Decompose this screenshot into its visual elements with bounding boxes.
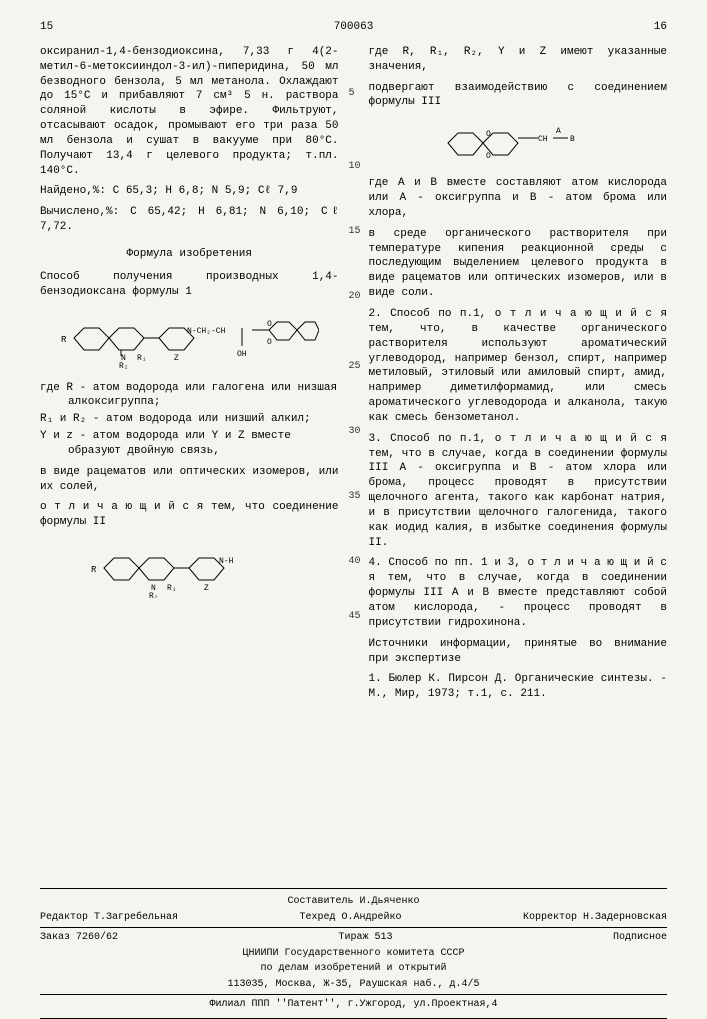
signed: Подписное: [613, 931, 667, 945]
org-name: ЦНИИПИ Государственного комитета СССР: [40, 947, 667, 961]
page-num-right: 16: [654, 20, 667, 35]
org-address: 113035, Москва, Ж-35, Раушская наб., д.4…: [40, 978, 667, 992]
svg-text:CH: CH: [538, 135, 548, 144]
svg-text:R: R: [61, 335, 67, 345]
chemical-structure-2: R N R₂ R₁ N-H Z: [40, 538, 339, 598]
where-r-def: где R, R₁, R₂, Y и Z имеют указанные зна…: [369, 45, 668, 75]
def-r1r2: R₁ и R₂ - атом водорода или низший алкил…: [68, 412, 339, 427]
claim-2: 2. Способ по п.1, о т л и ч а ю щ и й с …: [369, 307, 668, 426]
svg-text:R₂: R₂: [149, 592, 159, 598]
formula-title: Формула изобретения: [40, 247, 339, 262]
def-r: где R - атом водорода или галогена или н…: [68, 381, 339, 411]
doc-number: 700063: [334, 20, 374, 35]
branch-address: Филиал ППП ''Патент'', г.Ужгород, ул.Про…: [40, 998, 667, 1012]
page-num-left: 15: [40, 20, 53, 35]
chemical-structure-3: O O CH A B: [369, 118, 668, 168]
svg-text:OH: OH: [237, 350, 247, 359]
two-column-layout: оксиранил-1,4-бензодиоксина, 7,33 г 4(2-…: [40, 45, 667, 708]
corrector-credit: Корректор Н.Задерновская: [523, 911, 667, 925]
svg-text:Z: Z: [174, 354, 179, 363]
sources-title: Источники информации, принятые во вниман…: [369, 637, 668, 667]
chemical-structure-1: R N R₂ R₁ N-CH₂-CH Z OH O O: [40, 308, 339, 373]
page-header: 15 700063 16: [40, 20, 667, 35]
substituent-definitions: где R - атом водорода или галогена или н…: [40, 381, 339, 459]
editor-credit: Редактор Т.Загребельная: [40, 911, 178, 925]
svg-text:O: O: [267, 338, 272, 347]
tirazh: Тираж 513: [338, 931, 392, 945]
svg-text:N-CH₂-CH: N-CH₂-CH: [187, 327, 226, 336]
claim-4: 4. Способ по пп. 1 и 3, о т л и ч а ю щ …: [369, 556, 668, 630]
synthesis-paragraph: оксиранил-1,4-бензодиоксина, 7,33 г 4(2-…: [40, 45, 339, 179]
org-name-2: по делам изобретений и открытий: [40, 962, 667, 976]
footer-block: Составитель И.Дьяченко Редактор Т.Загреб…: [40, 888, 667, 1019]
source-1: 1. Бюлер К. Пирсон Д. Органические синте…: [369, 672, 668, 702]
svg-text:B: B: [570, 135, 575, 144]
svg-text:R: R: [91, 565, 97, 575]
found-analysis: Найдено,%: С 65,3; Н 6,8; N 5,9; Сℓ 7,9: [40, 184, 339, 199]
def-yz: Y и z - атом водорода или Y и Z вместе о…: [68, 429, 339, 459]
method-intro: Способ получения производных 1,4-бензоди…: [40, 270, 339, 300]
calculated-analysis: Вычислено,%: С 65,42; Н 6,81; N 6,10; Сℓ…: [40, 205, 339, 235]
svg-text:N-H: N-H: [219, 557, 234, 566]
svg-text:O: O: [486, 152, 491, 161]
distinguishing-clause: о т л и ч а ю щ и й с я тем, что соедине…: [40, 500, 339, 530]
svg-text:R₁: R₁: [167, 584, 177, 593]
order-row: Заказ 7260/62 Тираж 513 Подписное: [40, 931, 667, 945]
svg-text:Z: Z: [204, 584, 209, 593]
racemate-note: в виде рацематов или оптических изомеров…: [40, 465, 339, 495]
order-number: Заказ 7260/62: [40, 931, 118, 945]
left-column: оксиранил-1,4-бензодиоксина, 7,33 г 4(2-…: [40, 45, 339, 708]
svg-text:A: A: [556, 127, 561, 136]
svg-text:R₁: R₁: [137, 354, 147, 363]
subjected-to: подвергают взаимодействию с соединением …: [369, 81, 668, 111]
solvent-conditions: в среде органического растворителя при т…: [369, 227, 668, 301]
compiler-line: Составитель И.Дьяченко: [40, 895, 667, 909]
claim-3: 3. Способ по п.1, о т л и ч а ю щ и й с …: [369, 432, 668, 551]
svg-text:O: O: [486, 130, 491, 139]
svg-text:O: O: [267, 320, 272, 329]
right-column: 5 10 15 20 25 30 35 40 45 где R, R₁, R₂,…: [369, 45, 668, 708]
credits-row: Редактор Т.Загребельная Техред О.Андрейк…: [40, 911, 667, 925]
tech-credit: Техред О.Андрейко: [299, 911, 401, 925]
where-ab-def: где A и B вместе составляют атом кислоро…: [369, 176, 668, 221]
svg-text:R₂: R₂: [119, 362, 129, 371]
